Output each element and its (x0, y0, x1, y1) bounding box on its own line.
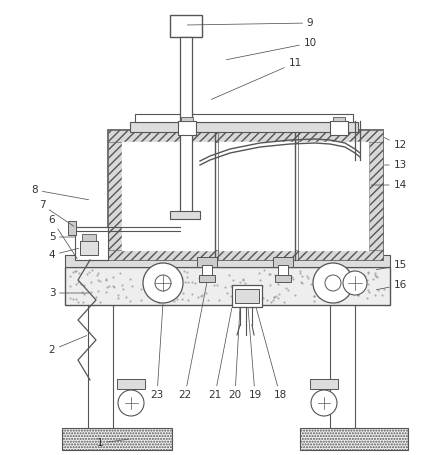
Bar (122, 142, 214, 250)
Bar (180, 37, 192, 215)
Text: 5: 5 (48, 232, 75, 242)
Bar (333, 117, 345, 121)
Text: 14: 14 (372, 180, 407, 190)
Bar (62, 428, 172, 450)
Bar (108, 130, 383, 142)
Circle shape (325, 275, 341, 291)
Bar (232, 285, 262, 307)
Bar (88, 280, 113, 428)
Text: 6: 6 (48, 215, 77, 259)
Text: 21: 21 (208, 308, 232, 400)
Text: 10: 10 (227, 38, 317, 60)
Text: 11: 11 (211, 58, 302, 100)
Bar (197, 257, 217, 267)
Circle shape (118, 390, 144, 416)
Text: 3: 3 (48, 288, 89, 298)
Bar (235, 289, 259, 303)
Bar (299, 142, 368, 250)
Text: 23: 23 (151, 304, 163, 400)
Bar (75, 227, 108, 260)
Text: 8: 8 (32, 185, 89, 200)
Bar (80, 241, 98, 255)
Bar (330, 280, 355, 428)
Bar (68, 221, 76, 235)
Text: 18: 18 (257, 308, 287, 400)
Bar (178, 121, 196, 135)
Bar (330, 121, 348, 135)
Bar (135, 114, 353, 122)
Bar (108, 130, 383, 260)
Bar (199, 275, 215, 282)
Bar (82, 234, 96, 241)
Bar (275, 275, 291, 282)
Bar (130, 122, 358, 132)
Text: 12: 12 (384, 137, 407, 150)
Circle shape (311, 390, 337, 416)
Bar (202, 265, 212, 277)
Text: 1: 1 (97, 438, 129, 448)
Circle shape (313, 263, 353, 303)
Circle shape (343, 271, 367, 295)
Text: 16: 16 (376, 280, 407, 290)
Circle shape (155, 275, 171, 291)
Bar (108, 130, 122, 260)
Bar (117, 379, 145, 389)
Circle shape (143, 263, 183, 303)
Text: 22: 22 (178, 283, 207, 400)
Bar (300, 428, 408, 450)
Bar (219, 142, 294, 250)
Bar (369, 130, 383, 260)
Text: 15: 15 (376, 260, 407, 270)
Text: 4: 4 (48, 248, 79, 260)
Bar (181, 117, 193, 121)
Bar (310, 379, 338, 389)
Text: 7: 7 (39, 200, 74, 226)
Text: 20: 20 (228, 308, 242, 400)
Bar (273, 257, 293, 267)
Bar (170, 211, 200, 219)
Text: 2: 2 (48, 335, 87, 355)
Text: 19: 19 (248, 308, 262, 400)
Text: 9: 9 (187, 18, 313, 28)
Bar (108, 250, 383, 260)
Bar (65, 255, 390, 267)
Bar (170, 15, 202, 37)
Bar (65, 267, 390, 305)
Text: 13: 13 (384, 160, 407, 170)
Bar (278, 265, 288, 277)
